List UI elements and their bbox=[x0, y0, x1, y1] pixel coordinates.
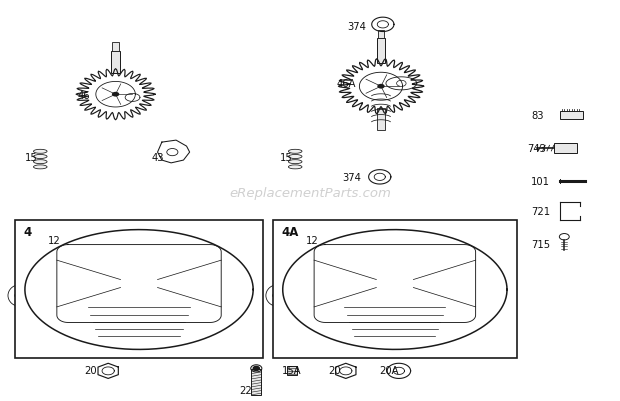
Ellipse shape bbox=[33, 166, 47, 170]
Circle shape bbox=[112, 93, 119, 97]
Text: 43: 43 bbox=[151, 152, 164, 162]
Text: 374: 374 bbox=[343, 173, 361, 183]
Circle shape bbox=[253, 367, 259, 371]
Bar bbox=[377, 109, 385, 131]
Ellipse shape bbox=[33, 150, 47, 154]
Bar bbox=[15, 221, 263, 358]
Bar bbox=[377, 39, 385, 64]
Text: 374: 374 bbox=[347, 22, 366, 31]
Text: 83: 83 bbox=[531, 111, 544, 121]
Ellipse shape bbox=[266, 285, 291, 307]
Text: 721: 721 bbox=[531, 207, 550, 217]
Text: 20A: 20A bbox=[379, 366, 399, 375]
Text: 20: 20 bbox=[85, 366, 97, 375]
Bar bbox=[378, 30, 384, 39]
Ellipse shape bbox=[8, 285, 33, 307]
Ellipse shape bbox=[33, 155, 47, 159]
Text: 15: 15 bbox=[25, 153, 38, 163]
Text: 715: 715 bbox=[531, 239, 550, 249]
Text: 15A: 15A bbox=[282, 366, 302, 375]
Bar bbox=[112, 43, 118, 52]
Text: 4A: 4A bbox=[281, 225, 299, 238]
Bar bbox=[560, 112, 583, 120]
Ellipse shape bbox=[288, 160, 302, 164]
Ellipse shape bbox=[288, 150, 302, 154]
Text: 22: 22 bbox=[239, 385, 252, 395]
Text: eReplacementParts.com: eReplacementParts.com bbox=[229, 186, 391, 199]
Text: 743: 743 bbox=[527, 144, 546, 154]
Ellipse shape bbox=[288, 166, 302, 170]
Bar bbox=[273, 221, 516, 358]
Text: 4: 4 bbox=[24, 225, 32, 238]
Text: 46A: 46A bbox=[337, 79, 356, 89]
Text: 20: 20 bbox=[329, 366, 341, 375]
Bar bbox=[111, 52, 120, 74]
Bar bbox=[287, 366, 297, 375]
Text: 12: 12 bbox=[306, 235, 319, 245]
Bar bbox=[554, 144, 577, 154]
Ellipse shape bbox=[33, 160, 47, 164]
Text: 15: 15 bbox=[280, 153, 293, 163]
Circle shape bbox=[378, 85, 384, 89]
Text: 12: 12 bbox=[48, 235, 60, 245]
Text: 46: 46 bbox=[78, 91, 91, 101]
Text: 101: 101 bbox=[531, 176, 550, 186]
Ellipse shape bbox=[288, 155, 302, 159]
Bar bbox=[251, 369, 261, 395]
